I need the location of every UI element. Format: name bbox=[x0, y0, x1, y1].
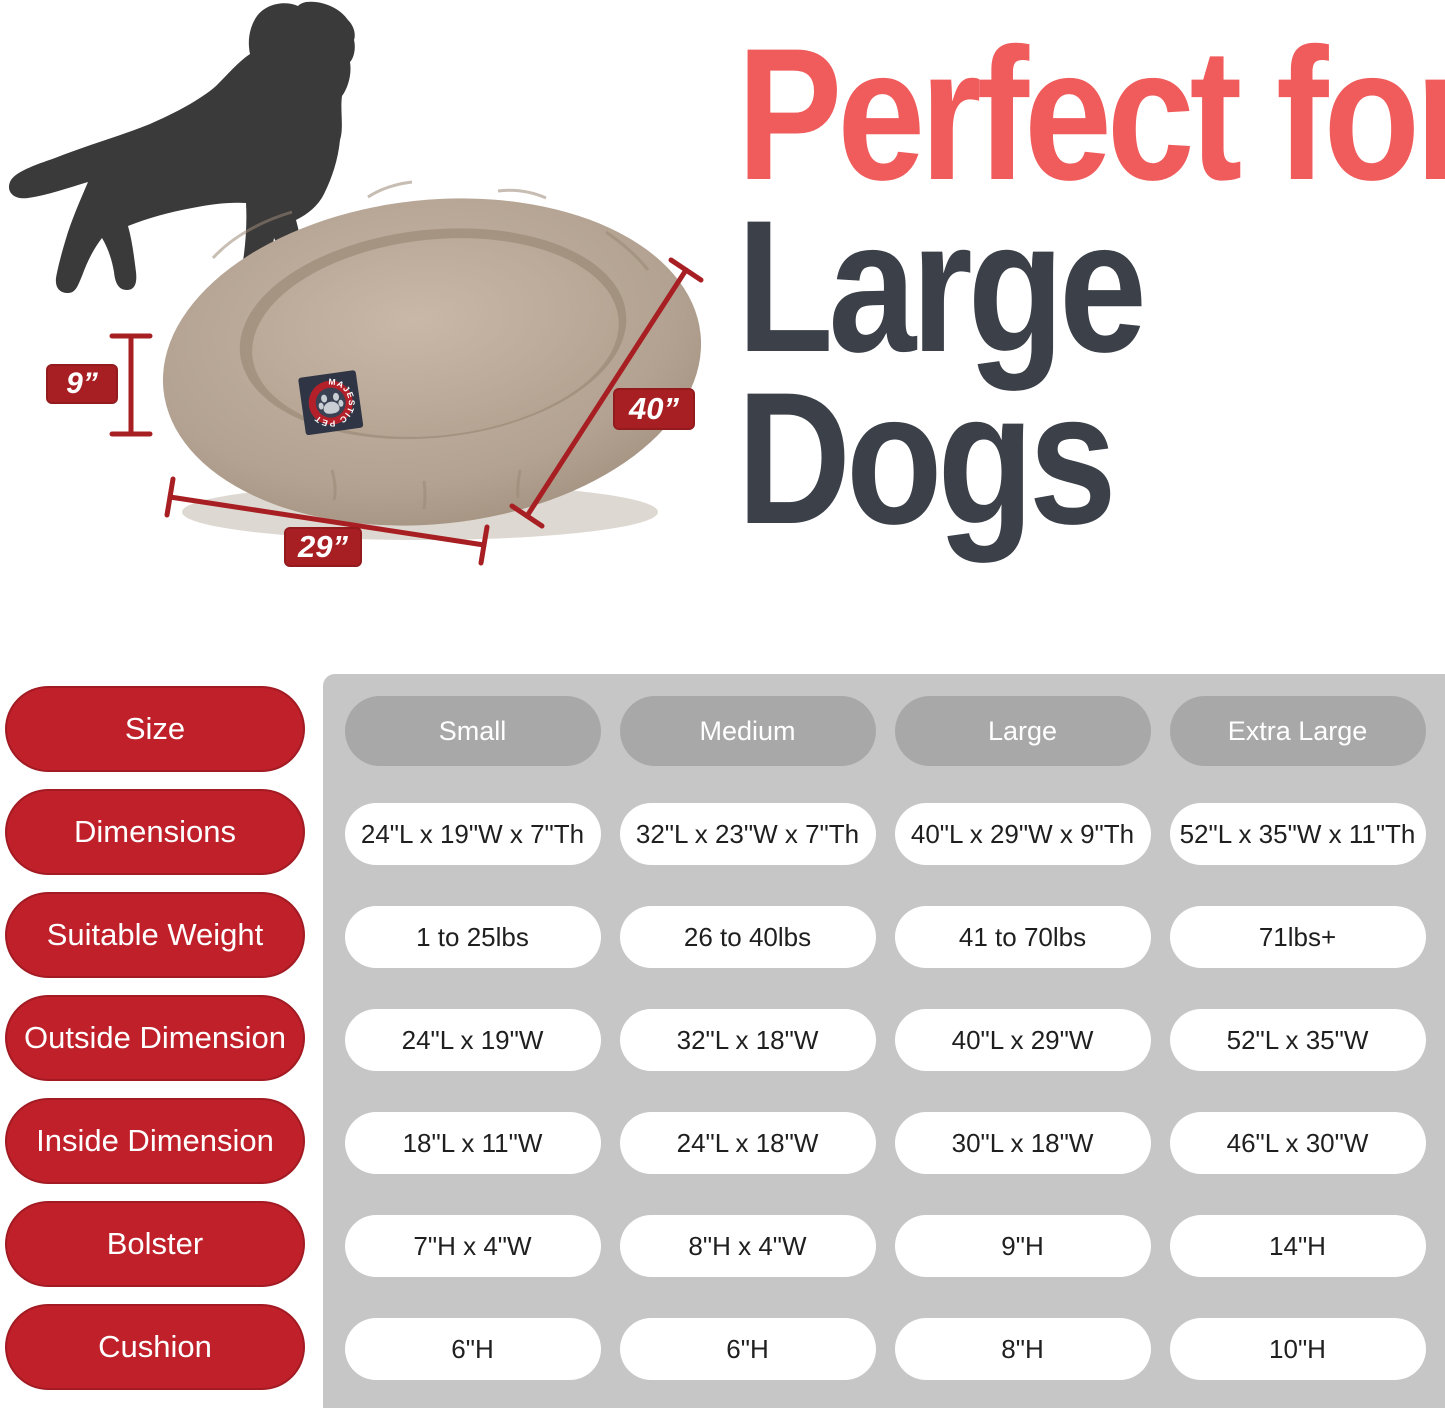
size-chart-cell: 6"H bbox=[619, 1318, 876, 1380]
bed-width-label: 29” bbox=[284, 527, 362, 567]
size-chart-column-header: Small bbox=[344, 696, 601, 766]
size-chart-row-bolster: 7"H x 4"W 8"H x 4"W 9"H 14"H bbox=[335, 1215, 1435, 1277]
size-chart-cell: 6"H bbox=[344, 1318, 601, 1380]
size-chart-cell: 52"L x 35"W x 11"Th bbox=[1169, 803, 1426, 865]
size-chart-row-label: Cushion bbox=[5, 1304, 305, 1390]
majestic-pet-label: MAJESTIC PET bbox=[298, 370, 364, 436]
headline-line-1: Perfect for bbox=[737, 9, 1445, 219]
size-chart-cell: 26 to 40lbs bbox=[619, 906, 876, 968]
size-chart-cell: 40"L x 29"W x 9"Th bbox=[894, 803, 1151, 865]
size-chart-cell: 32"L x 18"W bbox=[619, 1009, 876, 1071]
bed-length-label: 40” bbox=[613, 388, 695, 430]
size-chart-cell: 7"H x 4"W bbox=[344, 1215, 601, 1277]
size-chart-cell: 30"L x 18"W bbox=[894, 1112, 1151, 1174]
size-chart-cell: 8"H bbox=[894, 1318, 1151, 1380]
size-chart-row-dimensions: 24"L x 19"W x 7"Th 32"L x 23"W x 7"Th 40… bbox=[335, 803, 1435, 865]
size-chart-column-header: Medium bbox=[619, 696, 876, 766]
size-chart-column-header: Extra Large bbox=[1169, 696, 1426, 766]
bolster-height-label: 9” bbox=[46, 364, 118, 404]
size-chart-column-header: Large bbox=[894, 696, 1151, 766]
headline-line-2: Large bbox=[737, 181, 1147, 391]
size-chart-cell: 24"L x 18"W bbox=[619, 1112, 876, 1174]
bed-creases bbox=[211, 180, 650, 510]
size-chart-cell: 41 to 70lbs bbox=[894, 906, 1151, 968]
size-chart-cell: 71lbs+ bbox=[1169, 906, 1426, 968]
size-chart-cell: 24"L x 19"W x 7"Th bbox=[344, 803, 601, 865]
size-chart-row-label: Outside Dimension bbox=[5, 995, 305, 1081]
size-chart-row-label: Suitable Weight bbox=[5, 892, 305, 978]
size-chart-cell: 46"L x 30"W bbox=[1169, 1112, 1426, 1174]
size-chart-header-row: Small Medium Large Extra Large bbox=[335, 696, 1435, 766]
size-chart-cell: 10"H bbox=[1169, 1318, 1426, 1380]
size-chart-row-label: Inside Dimension bbox=[5, 1098, 305, 1184]
size-chart-row-label: Bolster bbox=[5, 1201, 305, 1287]
size-chart-cell: 8"H x 4"W bbox=[619, 1215, 876, 1277]
size-chart-cell: 1 to 25lbs bbox=[344, 906, 601, 968]
size-chart-row-outside-dimension: 24"L x 19"W 32"L x 18"W 40"L x 29"W 52"L… bbox=[335, 1009, 1435, 1071]
size-chart-cell: 32"L x 23"W x 7"Th bbox=[619, 803, 876, 865]
dimension-lines bbox=[109, 257, 704, 566]
size-chart-corner-label: Size bbox=[5, 686, 305, 772]
size-chart-row-cushion: 6"H 6"H 8"H 10"H bbox=[335, 1318, 1435, 1380]
size-chart-cell: 24"L x 19"W bbox=[344, 1009, 601, 1071]
paw-icon bbox=[318, 392, 344, 414]
size-chart-cell: 52"L x 35"W bbox=[1169, 1009, 1426, 1071]
hero-illustration: MAJESTIC PET bbox=[8, 1, 704, 566]
size-chart-cell: 14"H bbox=[1169, 1215, 1426, 1277]
size-chart-row-suitable-weight: 1 to 25lbs 26 to 40lbs 41 to 70lbs 71lbs… bbox=[335, 906, 1435, 968]
size-chart-row-inside-dimension: 18"L x 11"W 24"L x 18"W 30"L x 18"W 46"L… bbox=[335, 1112, 1435, 1174]
size-chart-cell: 9"H bbox=[894, 1215, 1151, 1277]
size-chart-row-label: Dimensions bbox=[5, 789, 305, 875]
dog-silhouette-icon bbox=[8, 1, 355, 297]
size-chart-cell: 40"L x 29"W bbox=[894, 1009, 1151, 1071]
size-chart-cell: 18"L x 11"W bbox=[344, 1112, 601, 1174]
headline: Perfect for Large Dogs bbox=[737, 9, 1445, 563]
headline-line-3: Dogs bbox=[737, 353, 1117, 563]
